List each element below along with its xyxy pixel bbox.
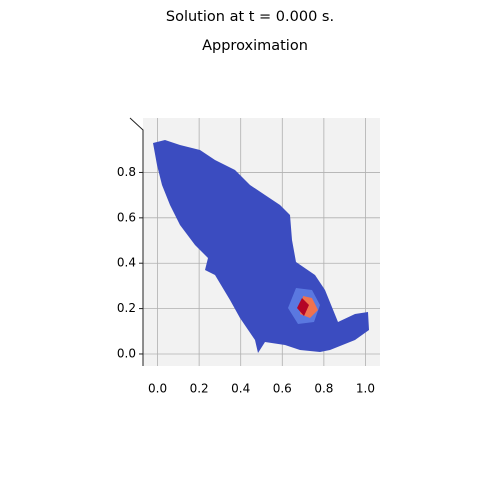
x-tick-label: 0.6: [273, 382, 292, 396]
x-tick-label: 1.0: [356, 382, 375, 396]
x-tick-label: 0.8: [314, 382, 333, 396]
y-tick-label: 0.2: [117, 301, 136, 315]
y-tick-label: 0.6: [117, 210, 136, 224]
chart-subtitle: Approximation: [202, 38, 308, 54]
axis-edge: [129, 117, 144, 366]
surface-peak: [297, 298, 309, 316]
x-tick-label: 0.2: [190, 382, 209, 396]
y-tick-label: 0.4: [117, 256, 136, 270]
y-tick-label: 0.8: [117, 165, 136, 179]
y-tick-label: 0.0: [117, 346, 136, 360]
chart-title: Solution at t = 0.000 s.: [166, 9, 334, 25]
x-tick-label: 0.0: [148, 382, 167, 396]
x-tick-label: 0.4: [231, 382, 250, 396]
